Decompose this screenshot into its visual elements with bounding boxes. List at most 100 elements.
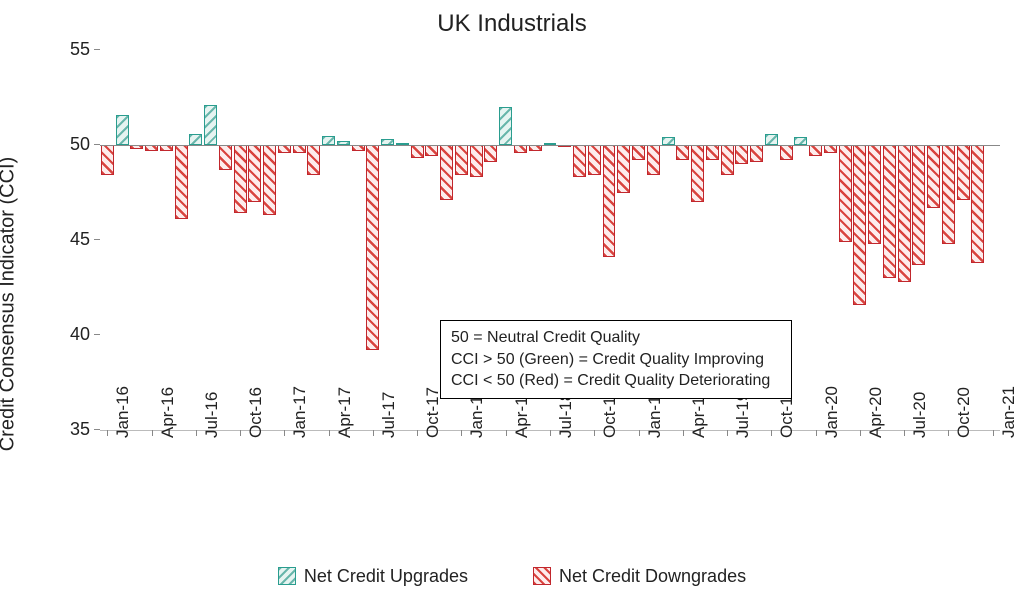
bar-upgrade bbox=[116, 115, 129, 145]
bar-downgrade bbox=[868, 145, 881, 244]
bar-upgrade bbox=[765, 134, 778, 145]
bar-downgrade bbox=[912, 145, 925, 265]
bar-downgrade bbox=[750, 145, 763, 162]
x-tick-mark bbox=[550, 430, 551, 436]
bar-downgrade bbox=[617, 145, 630, 193]
chart-container: UK Industrials Credit Consensus Indicato… bbox=[0, 0, 1024, 608]
bar-downgrade bbox=[234, 145, 247, 213]
bar-downgrade bbox=[839, 145, 852, 242]
x-tick-mark bbox=[417, 430, 418, 436]
y-tick-mark bbox=[94, 239, 100, 240]
y-tick-label: 50 bbox=[50, 134, 90, 155]
bar-downgrade bbox=[632, 145, 645, 160]
legend-item-downgrades: Net Credit Downgrades bbox=[533, 566, 746, 587]
x-tick-label: Jan-20 bbox=[822, 386, 842, 438]
x-tick-mark bbox=[594, 430, 595, 436]
bar-downgrade bbox=[440, 145, 453, 200]
x-tick-label: Jan-21 bbox=[999, 386, 1019, 438]
bar-downgrade bbox=[425, 145, 438, 156]
y-axis-label: Credit Consensus Indicator (CCI) bbox=[0, 157, 20, 452]
bar-downgrade bbox=[809, 145, 822, 156]
x-tick-mark bbox=[771, 430, 772, 436]
bar-downgrade bbox=[898, 145, 911, 282]
y-tick-mark bbox=[94, 49, 100, 50]
legend-swatch-up-icon bbox=[278, 567, 296, 585]
x-tick-label: Oct-16 bbox=[246, 387, 266, 438]
x-tick-mark bbox=[461, 430, 462, 436]
x-tick-label: Jul-17 bbox=[379, 392, 399, 438]
bar-upgrade bbox=[189, 134, 202, 145]
bar-downgrade bbox=[971, 145, 984, 263]
bar-upgrade bbox=[662, 137, 675, 145]
bar-downgrade bbox=[514, 145, 527, 153]
bar-upgrade bbox=[794, 137, 807, 145]
x-tick-mark bbox=[107, 430, 108, 436]
bar-downgrade bbox=[263, 145, 276, 215]
bar-downgrade bbox=[883, 145, 896, 278]
bar-downgrade bbox=[706, 145, 719, 160]
x-tick-mark bbox=[904, 430, 905, 436]
bar-downgrade bbox=[248, 145, 261, 202]
x-tick-mark bbox=[948, 430, 949, 436]
bar-upgrade bbox=[204, 105, 217, 145]
bar-downgrade bbox=[676, 145, 689, 160]
bar-downgrade bbox=[942, 145, 955, 244]
legend-up-label: Net Credit Upgrades bbox=[304, 566, 468, 587]
legend: Net Credit Upgrades Net Credit Downgrade… bbox=[0, 566, 1024, 591]
chart-title: UK Industrials bbox=[0, 10, 1024, 38]
y-tick-mark bbox=[94, 334, 100, 335]
legend-swatch-down-icon bbox=[533, 567, 551, 585]
x-tick-label: Apr-16 bbox=[158, 387, 178, 438]
bar-downgrade bbox=[175, 145, 188, 219]
x-tick-label: Jan-17 bbox=[290, 386, 310, 438]
x-tick-mark bbox=[860, 430, 861, 436]
bar-downgrade bbox=[470, 145, 483, 177]
bar-downgrade bbox=[411, 145, 424, 158]
bar-downgrade bbox=[455, 145, 468, 175]
x-tick-label: Jul-16 bbox=[202, 392, 222, 438]
bar-downgrade bbox=[307, 145, 320, 175]
x-tick-label: Oct-20 bbox=[954, 387, 974, 438]
x-tick-label: Jul-20 bbox=[910, 392, 930, 438]
x-tick-mark bbox=[506, 430, 507, 436]
x-tick-mark bbox=[329, 430, 330, 436]
x-tick-mark bbox=[993, 430, 994, 436]
x-tick-mark bbox=[683, 430, 684, 436]
y-tick-label: 40 bbox=[50, 324, 90, 345]
explain-line: 50 = Neutral Credit Quality bbox=[451, 327, 781, 349]
bar-downgrade bbox=[366, 145, 379, 350]
baseline-50 bbox=[100, 145, 1000, 146]
bar-downgrade bbox=[780, 145, 793, 160]
bar-downgrade bbox=[101, 145, 114, 175]
bar-downgrade bbox=[824, 145, 837, 153]
x-tick-label: Jan-16 bbox=[113, 386, 133, 438]
y-tick-label: 55 bbox=[50, 39, 90, 60]
x-tick-mark bbox=[196, 430, 197, 436]
bar-downgrade bbox=[691, 145, 704, 202]
x-tick-label: Apr-20 bbox=[866, 387, 886, 438]
bar-downgrade bbox=[721, 145, 734, 175]
bar-downgrade bbox=[647, 145, 660, 175]
bar-downgrade bbox=[278, 145, 291, 153]
x-axis-ticks: Jan-16Apr-16Jul-16Oct-16Jan-17Apr-17Jul-… bbox=[100, 430, 1000, 530]
x-tick-mark bbox=[240, 430, 241, 436]
x-tick-mark bbox=[152, 430, 153, 436]
x-tick-mark bbox=[639, 430, 640, 436]
bar-downgrade bbox=[735, 145, 748, 164]
bar-downgrade bbox=[219, 145, 232, 170]
explain-box: 50 = Neutral Credit QualityCCI > 50 (Gre… bbox=[440, 320, 792, 399]
legend-down-label: Net Credit Downgrades bbox=[559, 566, 746, 587]
x-tick-mark bbox=[284, 430, 285, 436]
bar-downgrade bbox=[588, 145, 601, 175]
x-tick-mark bbox=[373, 430, 374, 436]
bar-downgrade bbox=[484, 145, 497, 162]
bar-downgrade bbox=[853, 145, 866, 305]
x-tick-label: Apr-17 bbox=[335, 387, 355, 438]
bar-downgrade bbox=[957, 145, 970, 200]
y-tick-label: 45 bbox=[50, 229, 90, 250]
explain-line: CCI < 50 (Red) = Credit Quality Deterior… bbox=[451, 370, 781, 392]
y-tick-label: 35 bbox=[50, 419, 90, 440]
x-tick-mark bbox=[816, 430, 817, 436]
legend-item-upgrades: Net Credit Upgrades bbox=[278, 566, 468, 587]
bar-upgrade bbox=[499, 107, 512, 145]
